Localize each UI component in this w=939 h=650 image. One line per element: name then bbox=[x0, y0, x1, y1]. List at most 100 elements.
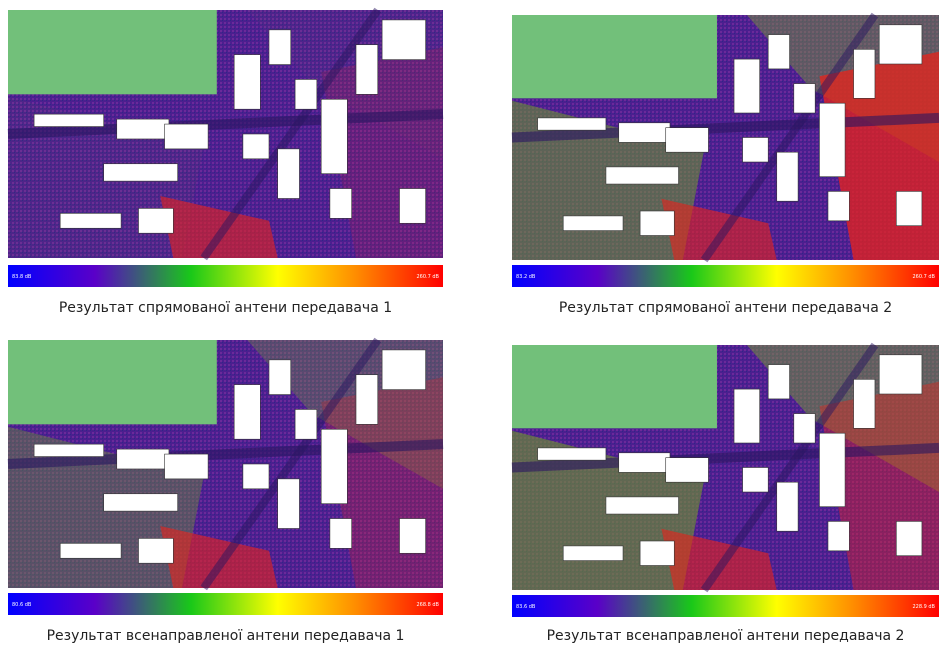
building bbox=[742, 467, 769, 493]
building bbox=[242, 133, 270, 160]
building bbox=[329, 188, 352, 219]
coverage-red bbox=[661, 528, 777, 590]
building bbox=[103, 163, 178, 182]
color-scale bbox=[512, 595, 939, 617]
color-scale bbox=[8, 265, 443, 287]
building bbox=[233, 54, 261, 110]
color-scale bbox=[8, 593, 443, 615]
empty-area bbox=[8, 10, 217, 95]
building bbox=[618, 452, 671, 473]
building bbox=[294, 79, 318, 110]
building bbox=[562, 215, 624, 231]
building bbox=[776, 481, 799, 532]
building bbox=[381, 19, 426, 60]
panel bbox=[7, 7, 444, 261]
building bbox=[399, 188, 426, 224]
building bbox=[116, 448, 170, 470]
building bbox=[294, 409, 318, 440]
building bbox=[138, 208, 174, 234]
building bbox=[164, 123, 209, 150]
scale-max: 268.8 dB bbox=[416, 602, 439, 608]
scale-min: 83.6 dB bbox=[516, 604, 536, 610]
building bbox=[164, 453, 209, 480]
empty-area bbox=[512, 15, 717, 99]
building bbox=[537, 447, 607, 461]
building bbox=[665, 127, 709, 153]
building bbox=[537, 117, 607, 131]
building bbox=[767, 364, 790, 400]
building bbox=[819, 432, 846, 507]
building bbox=[878, 354, 923, 395]
panel bbox=[511, 342, 939, 593]
building bbox=[59, 213, 122, 229]
scale-max: 228.9 dB bbox=[912, 604, 935, 610]
building bbox=[320, 98, 348, 174]
building bbox=[33, 443, 104, 457]
building bbox=[665, 457, 709, 483]
building bbox=[853, 378, 876, 429]
building bbox=[733, 58, 760, 114]
panel bbox=[511, 12, 939, 263]
building bbox=[268, 29, 292, 65]
building bbox=[103, 493, 178, 512]
building bbox=[793, 413, 816, 444]
building bbox=[320, 428, 348, 504]
building bbox=[355, 374, 379, 425]
building bbox=[767, 34, 790, 70]
color-scale bbox=[512, 265, 939, 287]
building bbox=[639, 540, 675, 566]
shadow-streak bbox=[511, 112, 939, 143]
caption: Результат всенаправленої антени передава… bbox=[547, 628, 905, 644]
building bbox=[793, 83, 816, 114]
building bbox=[895, 191, 923, 226]
building bbox=[853, 48, 876, 99]
coverage-red bbox=[160, 196, 278, 258]
building bbox=[355, 44, 379, 95]
panel bbox=[7, 337, 444, 591]
building bbox=[878, 24, 923, 65]
building bbox=[399, 518, 426, 554]
building bbox=[268, 359, 292, 395]
building bbox=[242, 463, 270, 490]
building bbox=[639, 210, 675, 236]
building bbox=[381, 349, 426, 390]
scale-max: 260.7 dB bbox=[912, 274, 935, 280]
building bbox=[733, 388, 760, 444]
shadow-streak bbox=[7, 109, 444, 139]
building bbox=[827, 521, 850, 552]
shadow-streak bbox=[511, 442, 939, 473]
caption: Результат спрямованої антени передавача … bbox=[59, 300, 392, 316]
empty-area bbox=[512, 345, 717, 429]
scale-min: 80.6 dB bbox=[12, 602, 32, 608]
shadow-streak bbox=[700, 342, 879, 593]
building bbox=[277, 148, 300, 199]
building bbox=[116, 118, 170, 140]
coverage-red bbox=[661, 198, 777, 260]
building bbox=[827, 191, 850, 222]
scale-min: 83.2 dB bbox=[516, 274, 536, 280]
scale-min: 83.8 dB bbox=[12, 274, 32, 280]
coverage-red bbox=[160, 526, 278, 588]
building bbox=[233, 384, 261, 440]
shadow-streak bbox=[700, 12, 879, 263]
scale-max: 260.7 dB bbox=[416, 274, 439, 280]
building bbox=[776, 151, 799, 202]
building bbox=[895, 521, 923, 556]
building bbox=[605, 496, 679, 515]
building bbox=[277, 478, 300, 529]
building bbox=[33, 113, 104, 127]
building bbox=[618, 122, 671, 143]
shadow-streak bbox=[200, 7, 382, 261]
caption: Результат всенаправленої антени передава… bbox=[47, 628, 405, 644]
building bbox=[329, 518, 352, 549]
shadow-streak bbox=[7, 439, 444, 469]
building bbox=[562, 545, 624, 561]
building bbox=[59, 543, 122, 559]
building bbox=[138, 538, 174, 564]
building bbox=[742, 137, 769, 163]
caption: Результат спрямованої антени передавача … bbox=[559, 300, 892, 316]
empty-area bbox=[8, 340, 217, 425]
building bbox=[819, 102, 846, 177]
shadow-streak bbox=[200, 337, 382, 591]
